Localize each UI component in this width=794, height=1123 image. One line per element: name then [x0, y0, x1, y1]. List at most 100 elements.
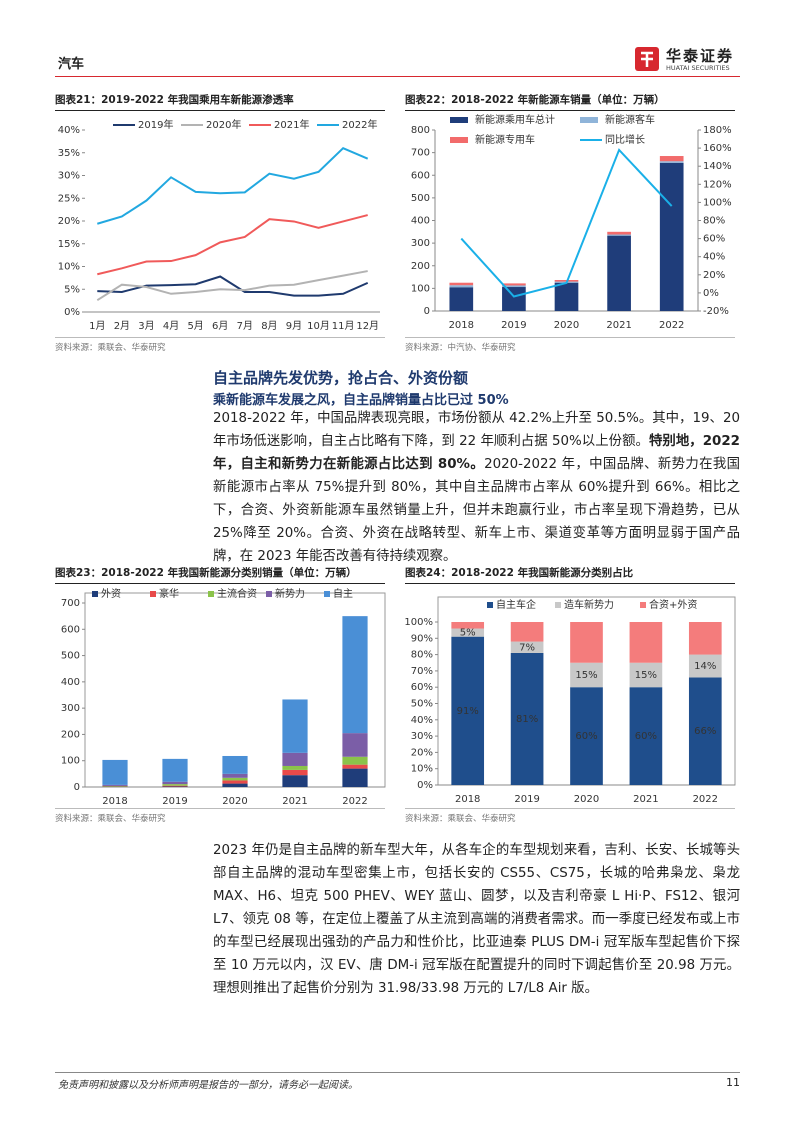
bar-segment [282, 775, 308, 787]
bar-segment [449, 285, 474, 288]
x-tick-label: 5月 [187, 320, 203, 332]
figure-source: 资料来源：乘联会、华泰研究 [405, 808, 735, 824]
y-tick-label: 700 [411, 148, 430, 159]
text-run: 2020-2022 年，中国品牌、新势力在我国新能源市占率从 75%提升到 80… [213, 457, 740, 564]
bar-segment [342, 616, 368, 734]
paragraph: 2023 年仍是自主品牌的新车型大年，从各车企的车型规划来看，吉利、长安、长城等… [213, 839, 740, 1000]
data-label: 60% [575, 731, 597, 742]
legend-label: 主流合资 [217, 587, 257, 600]
bar-segment [222, 755, 248, 774]
line-series [97, 147, 369, 225]
header-rule [55, 76, 740, 77]
legend-label: 同比增长 [605, 133, 645, 146]
y-tick-label: 10% [58, 262, 80, 273]
data-label: 91% [457, 706, 479, 717]
legend-label: 豪华 [159, 587, 179, 600]
logo-text: 华泰证券 [666, 47, 735, 65]
y-tick-label: 30% [411, 731, 433, 742]
x-tick-label: 3月 [138, 320, 154, 332]
section-label: 汽车 [58, 57, 85, 72]
legend-swatch [580, 117, 598, 123]
bar-segment [502, 283, 526, 286]
subheading: 乘新能源车发展之风，自主品牌销量占比已过 50% [213, 393, 509, 408]
legend-label: 造车新势力 [564, 598, 614, 611]
bar-segment [342, 756, 368, 765]
y-tick-label: 100% [404, 617, 433, 628]
x-tick-label: 2019 [501, 320, 526, 331]
y2-tick-label: 120% [703, 179, 732, 190]
bar-segment [449, 287, 474, 311]
legend-swatch [208, 591, 214, 597]
legend-label: 新能源专用车 [475, 133, 535, 146]
figure-title: 图表23：2018-2022 年我国新能源分类别销量（单位：万辆） [55, 565, 385, 584]
y-tick-label: 50% [411, 699, 433, 710]
y-tick-label: 30% [58, 171, 80, 182]
data-label: 81% [516, 714, 538, 725]
y-tick-label: 500 [61, 651, 80, 662]
bar-segment [162, 784, 188, 786]
data-label: 15% [575, 670, 597, 681]
bar-segment [282, 752, 308, 766]
data-label: 60% [635, 731, 657, 742]
legend-label: 新能源客车 [605, 113, 655, 126]
x-tick-label: 2020 [554, 320, 579, 331]
x-tick-label: 2022 [693, 794, 718, 805]
y-tick-label: 0% [64, 307, 80, 318]
bar-segment [451, 628, 485, 637]
legend-label: 新势力 [275, 587, 305, 600]
figure-source: 资料来源：乘联会、华泰研究 [55, 808, 385, 824]
y-tick-label: 0 [424, 306, 430, 317]
bar-segment [222, 783, 248, 787]
bar-segment [222, 780, 248, 784]
text-run: 特别地，2022 年，自主和新势力在新能源占比达到 80%。 [213, 434, 740, 472]
x-tick-label: 2022 [659, 320, 684, 331]
y-tick-label: 400 [411, 216, 430, 227]
bar-segment [451, 622, 485, 629]
y-tick-label: 35% [58, 148, 80, 159]
chart: 0% 10% 20% 30% 40% 50% 60% 70% 80% 90% 100% 2018 201… [404, 596, 736, 805]
bar-segment [222, 773, 248, 778]
y-tick-label: 40% [411, 715, 433, 726]
data-label: 5% [460, 628, 476, 639]
text-run: 2023 年仍是自主品牌的新车型大年，从各车企的车型规划来看，吉利、长安、长城等… [213, 843, 740, 996]
bar-segment [449, 282, 474, 286]
footer-rule [55, 1072, 740, 1073]
y-tick-label: 300 [61, 703, 80, 714]
bar-segment [554, 282, 579, 311]
bar-segment [162, 786, 188, 787]
legend-label: 合资+外资 [649, 598, 697, 611]
y2-tick-label: 40% [703, 252, 725, 263]
bar-segment [607, 231, 631, 235]
legend-label: 2022年 [342, 118, 377, 131]
bar-segment [282, 769, 308, 776]
figure-source: 资料来源：中汽协、华泰研究 [405, 337, 735, 353]
x-tick-label: 2021 [282, 796, 307, 805]
bar-segment [510, 641, 544, 653]
bar-segment [162, 785, 188, 787]
y-tick-label: 25% [58, 193, 80, 204]
legend-swatch [640, 602, 646, 608]
y-tick-label: 200 [61, 729, 80, 740]
line-series [97, 214, 368, 276]
bar-segment [102, 759, 128, 785]
y-tick-label: 500 [411, 193, 430, 204]
bar-segment [282, 765, 308, 770]
legend-label: 2021年 [274, 118, 309, 131]
legend-label: 2020年 [206, 118, 241, 131]
data-label: 14% [694, 661, 716, 672]
y-tick-label: 0 [74, 782, 80, 793]
page-number: 11 [726, 1076, 740, 1089]
bar-segment [629, 687, 663, 785]
x-tick-label: 2022 [342, 796, 367, 805]
bar-segment [162, 758, 188, 782]
y-tick-label: 90% [411, 633, 433, 644]
legend-swatch [487, 602, 493, 608]
y-tick-label: 5% [64, 284, 80, 295]
y2-tick-label: 0% [703, 288, 719, 299]
bar-segment [451, 636, 485, 785]
y-tick-label: 80% [411, 650, 433, 661]
chart: 0% 5% 10% 15% 20% 25% 30% 35% 40% 1月 2月 3月 4月 5月 6月 7月 8… [58, 118, 380, 332]
bar-segment [659, 161, 684, 163]
x-tick-label: 12月 [356, 320, 379, 332]
x-tick-label: 2021 [633, 794, 658, 805]
